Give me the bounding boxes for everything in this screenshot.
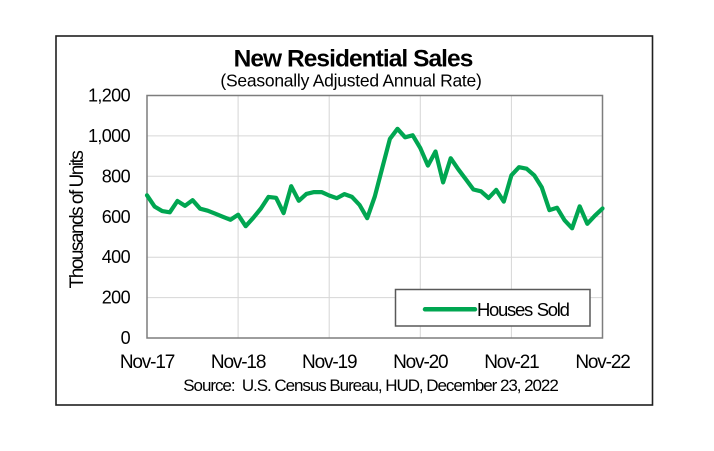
svg-text:Nov-19: Nov-19 — [302, 352, 357, 373]
svg-text:(Seasonally Adjusted Annual Ra: (Seasonally Adjusted Annual Rate) — [220, 71, 481, 91]
svg-text:Nov-20: Nov-20 — [393, 352, 448, 373]
svg-text:800: 800 — [102, 166, 131, 186]
svg-text:Nov-22: Nov-22 — [575, 352, 630, 373]
svg-text:Nov-21: Nov-21 — [484, 352, 539, 373]
svg-text:Nov-18: Nov-18 — [211, 352, 266, 373]
svg-text:400: 400 — [102, 247, 131, 267]
svg-text:New Residential Sales: New Residential Sales — [234, 46, 473, 73]
svg-text:600: 600 — [102, 207, 131, 227]
svg-text:Houses Sold: Houses Sold — [477, 299, 570, 320]
svg-text:Thousands of Units: Thousands of Units — [67, 151, 88, 289]
svg-text:Source: U.S. Census Bureau, H: Source: U.S. Census Bureau, HUD, Decembe… — [183, 376, 558, 395]
svg-text:1,200: 1,200 — [88, 86, 131, 106]
svg-text:0: 0 — [121, 328, 131, 348]
svg-text:Nov-17: Nov-17 — [120, 352, 175, 373]
svg-text:200: 200 — [102, 288, 131, 308]
svg-text:1,000: 1,000 — [88, 126, 131, 146]
